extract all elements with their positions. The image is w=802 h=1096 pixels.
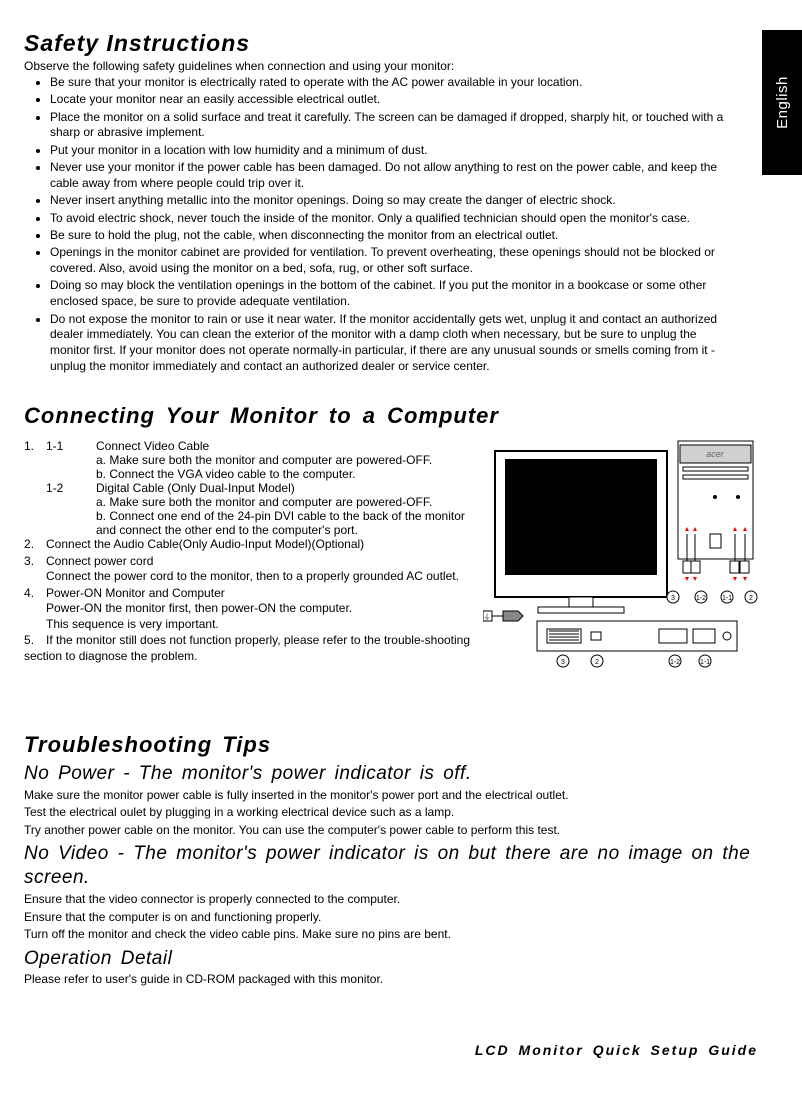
svg-text:1-2: 1-2 [670, 659, 680, 666]
list-num: 1. [24, 439, 46, 537]
body-text: Make sure the monitor power cable is ful… [24, 788, 758, 804]
sub-num: 1-1 [46, 439, 96, 481]
body-text: Ensure that the computer is on and funct… [24, 910, 758, 926]
body-text: Turn off the monitor and check the video… [24, 927, 758, 943]
svg-text:3: 3 [671, 595, 675, 602]
sub-num: 1-2 [46, 481, 96, 537]
svg-text:1-1: 1-1 [722, 595, 732, 602]
connection-diagram: acer [483, 439, 758, 682]
svg-text:3: 3 [561, 659, 565, 666]
body-text: Test the electrical oulet by plugging in… [24, 805, 758, 821]
list-item: Power-ON Monitor and Computer Power-ON t… [24, 586, 475, 633]
sub-title: Digital Cable (Only Dual-Input Model) [96, 481, 475, 495]
sub-line: b. Connect the VGA video cable to the co… [96, 467, 475, 481]
safety-title: Safety Instructions [24, 30, 758, 57]
list-item: Connect the Audio Cable(Only Audio-Input… [24, 537, 475, 553]
body-text: Try another power cable on the monitor. … [24, 823, 758, 839]
list-item: Locate your monitor near an easily acces… [50, 92, 758, 108]
list-item: If the monitor still does not function p… [24, 633, 475, 664]
sub-line: a. Make sure both the monitor and comput… [96, 495, 475, 509]
language-label: English [774, 76, 791, 129]
list-item: Be sure to hold the plug, not the cable,… [50, 228, 758, 244]
svg-text:1-2: 1-2 [696, 595, 706, 602]
list-item: Place the monitor on a solid surface and… [50, 110, 758, 142]
list-item: Connect power cord Connect the power cor… [24, 554, 475, 585]
list-item: Be sure that your monitor is electricall… [50, 75, 758, 91]
list-item: Put your monitor in a location with low … [50, 143, 758, 159]
list-item: Openings in the monitor cabinet are prov… [50, 245, 758, 277]
safety-list: Be sure that your monitor is electricall… [24, 75, 758, 375]
sub-line: a. Make sure both the monitor and comput… [96, 453, 475, 467]
no-power-heading: No Power - The monitor's power indicator… [24, 762, 758, 786]
svg-text:⏚: ⏚ [484, 613, 491, 621]
troubleshooting-title: Troubleshooting Tips [24, 732, 758, 758]
list-item: Doing so may block the ventilation openi… [50, 278, 758, 310]
language-tab: English [762, 30, 802, 175]
connect-title: Connecting Your Monitor to a Computer [24, 403, 758, 429]
list-item: Never insert anything metallic into the … [50, 193, 758, 209]
safety-intro: Observe the following safety guidelines … [24, 59, 758, 73]
list-item: To avoid electric shock, never touch the… [50, 211, 758, 227]
sub-line: Connect the power cord to the monitor, t… [24, 569, 475, 585]
sub-title: Connect Video Cable [96, 439, 475, 453]
body-text: Ensure that the video connector is prope… [24, 892, 758, 908]
sub-line: This sequence is very important. [24, 617, 475, 633]
no-video-heading: No Video - The monitor's power indicator… [24, 842, 758, 890]
svg-text:2: 2 [749, 595, 753, 602]
list-item: Do not expose the monitor to rain or use… [50, 312, 758, 375]
svg-text:2: 2 [595, 659, 599, 666]
footer-text: LCD Monitor Quick Setup Guide [475, 1042, 758, 1058]
body-text: Please refer to user's guide in CD-ROM p… [24, 972, 758, 988]
operation-heading: Operation Detail [24, 947, 758, 971]
svg-text:1-1: 1-1 [700, 659, 710, 666]
sub-line: b. Connect one end of the 24-pin DVI cab… [96, 509, 475, 537]
list-item: Never use your monitor if the power cabl… [50, 160, 758, 192]
sub-line: Power-ON the monitor first, then power-O… [24, 601, 475, 617]
svg-text:acer: acer [706, 449, 725, 459]
